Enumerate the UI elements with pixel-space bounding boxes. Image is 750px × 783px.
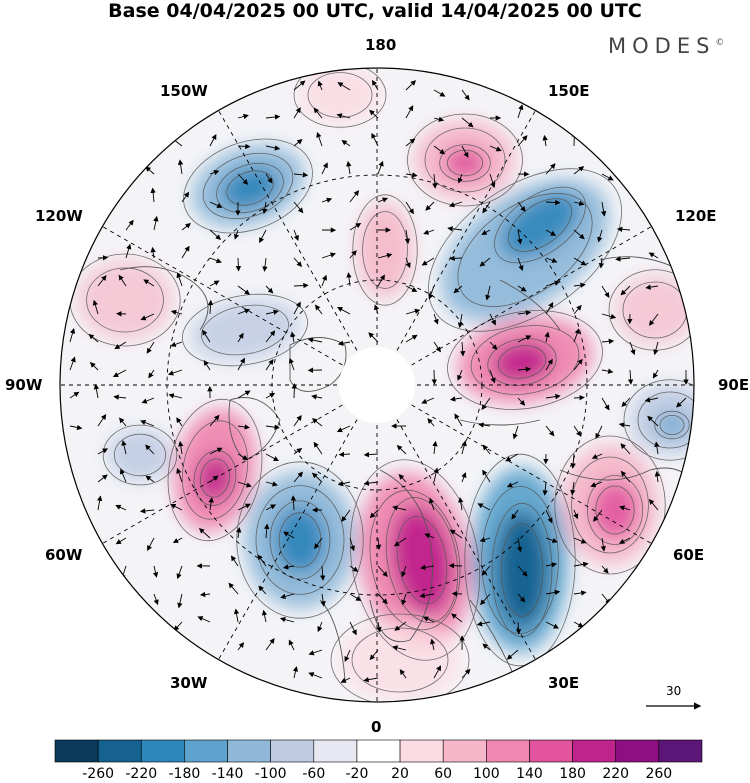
- colorbar-tick-label: -60: [302, 766, 326, 782]
- colorbar-tick-label: -180: [168, 766, 201, 782]
- colorbar-tick-label: 140: [516, 766, 543, 782]
- colorbar-tick-label: -20: [345, 766, 369, 782]
- reference-vector-label: 30: [666, 684, 682, 698]
- colorbar-tick-label: 220: [602, 766, 630, 782]
- lon-label-90w: 90W: [5, 376, 43, 394]
- colorbar-tick-label: -140: [211, 766, 244, 782]
- colorbar-tick-label: 260: [645, 766, 673, 782]
- anomaly-field: [60, 68, 694, 702]
- colorbar-tick-label: 60: [434, 766, 453, 782]
- lon-label-30e: 30E: [548, 674, 580, 692]
- lon-label-120w: 120W: [35, 207, 83, 225]
- colorbar-tick-label: 20: [391, 766, 409, 782]
- colorbar-tick-label: -100: [254, 766, 287, 782]
- lon-label-180: 180: [365, 36, 397, 54]
- lon-label-150w: 150W: [160, 82, 208, 100]
- lon-label-120e: 120E: [675, 207, 717, 225]
- graticule: [60, 68, 694, 702]
- map-boundary: [59, 67, 695, 703]
- colorbar-tick-label: 100: [472, 766, 500, 782]
- pole-cap: [339, 347, 415, 423]
- lon-label-30w: 30W: [170, 674, 208, 692]
- modes-logo: MODES©: [608, 34, 725, 58]
- lon-label-60w: 60W: [45, 546, 83, 564]
- colorbar: [54, 739, 703, 763]
- colorbar-tick-label: -260: [82, 766, 115, 782]
- colorbar-tick-label: 180: [559, 766, 586, 782]
- lon-label-0: 0: [371, 718, 382, 736]
- lon-label-150e: 150E: [548, 82, 590, 100]
- lon-label-90e: 90E: [718, 376, 750, 394]
- colorbar-tick-label: -220: [125, 766, 158, 782]
- map-title: Base 04/04/2025 00 UTC, valid 14/04/2025…: [108, 0, 642, 22]
- lon-label-60e: 60E: [673, 546, 705, 564]
- wind-vectors: [69, 79, 689, 683]
